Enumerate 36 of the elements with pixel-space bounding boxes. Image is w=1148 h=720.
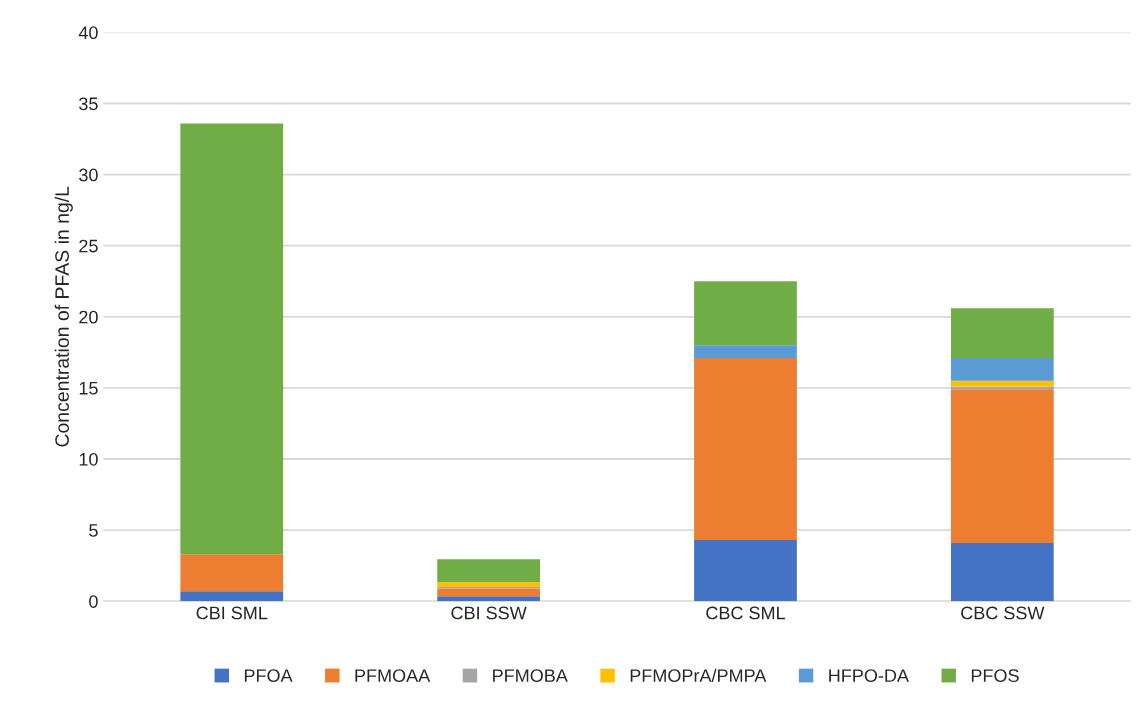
y-tick-label: 10 [79,452,98,466]
legend-label: PFMOPrA/PMPA [630,668,767,682]
y-tick-label: 40 [78,26,98,40]
y-tick-label: 15 [79,382,98,395]
y-tick-label: 25 [79,239,98,253]
bar [437,596,540,602]
bar [180,591,284,602]
legend-label: HFPO-DA [829,669,909,682]
bar [694,281,797,346]
bar [950,389,1054,543]
legend-label: PFOA [244,669,293,682]
legend-label: PFMOAA [355,669,431,682]
x-tick-label: CBC SML [706,606,786,620]
y-tick-label: 20 [79,310,98,324]
bar [437,588,540,597]
bar [950,358,1054,381]
x-tick-label: CBI SML [196,606,268,620]
legend-label: PFMOBA [493,669,568,682]
bar [950,308,1054,359]
y-axis-title: Concentration of PFAS in ng/L [54,186,73,447]
bar [950,386,1054,390]
x-tick-label: CBI SSW [451,606,527,620]
bar [950,542,1054,602]
bar [180,123,284,555]
bar [694,358,797,541]
bar [437,582,540,587]
bar [437,559,540,582]
legend-label: PFOS [971,669,1019,682]
bar [694,345,797,359]
bar [694,540,797,602]
x-tick-label: CBC SSW [961,606,1045,620]
y-tick-label: 0 [89,595,98,608]
bar [180,554,284,592]
y-tick-label: 5 [89,524,98,537]
y-tick-label: 35 [79,97,98,111]
y-tick-label: 30 [79,168,98,182]
